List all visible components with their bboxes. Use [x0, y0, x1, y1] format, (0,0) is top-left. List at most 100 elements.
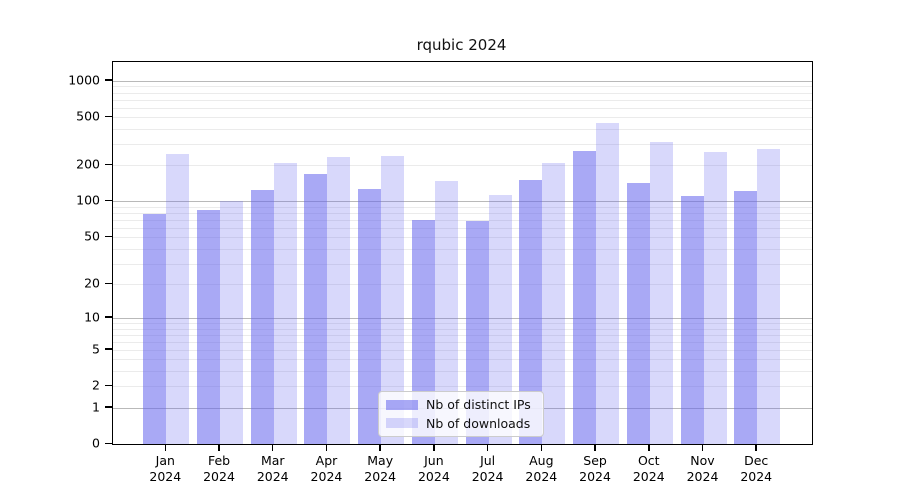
x-axis-tick	[648, 444, 650, 451]
y-axis-tick-label: 10	[84, 309, 100, 325]
x-axis-tick	[486, 444, 489, 451]
y-axis-tick	[105, 282, 112, 284]
bar-distinct-ips	[304, 174, 328, 444]
minor-gridline	[113, 213, 812, 215]
bar-downloads	[434, 180, 458, 444]
y-axis-tick-label: 500	[76, 108, 100, 124]
bar-downloads	[596, 122, 620, 444]
y-axis-tick	[105, 199, 112, 202]
bar-downloads	[542, 162, 566, 444]
legend-label-downloads: Nb of downloads	[426, 415, 531, 431]
bar-distinct-ips	[734, 190, 758, 444]
y-axis-tick	[105, 316, 112, 318]
x-axis-month-label: Aug 2024	[525, 453, 558, 485]
y-axis-tick-label: 1000	[68, 72, 100, 88]
y-axis-tick	[105, 348, 112, 350]
major-gridline	[113, 317, 812, 319]
minor-gridline	[113, 86, 812, 88]
plot-area	[112, 61, 813, 445]
minor-gridline	[113, 328, 812, 330]
y-axis-tick	[105, 442, 112, 444]
y-axis-tick-label: 100	[76, 192, 100, 208]
minor-gridline	[113, 227, 812, 229]
minor-gridline	[113, 117, 812, 119]
x-axis-tick	[271, 444, 274, 451]
x-axis-tick	[164, 444, 167, 451]
x-axis-tick	[325, 444, 328, 451]
minor-gridline	[113, 263, 812, 265]
bar-distinct-ips	[465, 220, 489, 444]
minor-gridline	[113, 248, 812, 250]
x-axis-month-label: Jul 2024	[471, 453, 504, 485]
bar-distinct-ips	[573, 151, 597, 444]
y-axis-tick-label: 20	[84, 275, 100, 291]
major-gridline	[113, 201, 812, 203]
x-axis-month-label: Sep 2024	[579, 453, 611, 485]
minor-gridline	[113, 206, 812, 208]
x-axis-month-label: Feb 2024	[203, 453, 235, 485]
minor-gridline	[113, 165, 812, 167]
bar-distinct-ips	[197, 209, 221, 444]
y-axis-tick-label: 0	[92, 435, 100, 451]
x-axis-month-label: Dec 2024	[740, 453, 773, 485]
minor-gridline	[113, 359, 812, 361]
x-axis-tick	[701, 444, 704, 451]
x-axis-tick	[594, 444, 596, 451]
minor-gridline	[113, 341, 812, 343]
bar-downloads	[327, 156, 351, 444]
y-axis-tick	[105, 79, 112, 81]
x-axis-tick	[218, 444, 220, 451]
minor-gridline	[113, 107, 812, 109]
bar-distinct-ips	[250, 190, 274, 444]
x-axis-tick	[433, 444, 435, 451]
legend: Nb of distinct IPs Nb of downloads	[378, 391, 544, 437]
minor-gridline	[113, 371, 812, 373]
y-axis-tick-label: 5	[92, 341, 100, 357]
bar-distinct-ips	[519, 179, 543, 444]
minor-gridline	[113, 144, 812, 146]
x-axis-month-label: Nov 2024	[686, 453, 719, 485]
y-axis-tick	[105, 384, 112, 387]
downloads-swatch-icon	[386, 418, 418, 429]
y-axis-tick	[105, 235, 112, 238]
y-axis-tick	[105, 406, 112, 408]
y-axis-tick	[105, 163, 112, 166]
y-axis-tick-label: 50	[84, 228, 100, 244]
minor-gridline	[113, 99, 812, 101]
bar-downloads	[166, 153, 190, 444]
legend-item-downloads: Nb of downloads	[386, 416, 536, 431]
minor-gridline	[113, 386, 812, 388]
minor-gridline	[113, 349, 812, 351]
legend-item-distinct-ips: Nb of distinct IPs	[386, 397, 536, 412]
x-axis-month-label: Jan 2024	[149, 453, 182, 485]
y-axis-tick-label: 200	[76, 156, 100, 172]
x-axis-month-label: May 2024	[364, 453, 397, 485]
minor-gridline	[113, 219, 812, 221]
bar-downloads	[757, 148, 781, 444]
bar-distinct-ips	[358, 189, 382, 444]
legend-label-distinct-ips: Nb of distinct IPs	[426, 397, 531, 413]
minor-gridline	[113, 323, 812, 324]
x-axis-tick	[755, 444, 757, 451]
minor-gridline	[113, 284, 812, 285]
bar-downloads	[649, 141, 673, 444]
bar-downloads	[273, 163, 297, 444]
bar-downloads	[381, 155, 405, 444]
minor-gridline	[113, 129, 812, 131]
x-axis-month-label: Apr 2024	[310, 453, 343, 485]
minor-gridline	[113, 237, 812, 239]
y-axis-tick-label: 1	[92, 399, 100, 415]
minor-gridline	[113, 334, 812, 336]
x-axis-tick	[379, 444, 381, 451]
chart-title: rqubic 2024	[416, 36, 507, 54]
bar-downloads	[488, 194, 512, 444]
bar-downloads	[703, 152, 727, 444]
x-axis-month-label: Oct 2024	[632, 453, 665, 485]
minor-gridline	[113, 92, 812, 94]
y-axis-tick-label: 2	[92, 377, 100, 393]
bar-distinct-ips	[680, 195, 704, 444]
bar-distinct-ips	[411, 220, 435, 444]
x-axis-tick	[540, 444, 543, 451]
bar-downloads	[220, 201, 244, 444]
